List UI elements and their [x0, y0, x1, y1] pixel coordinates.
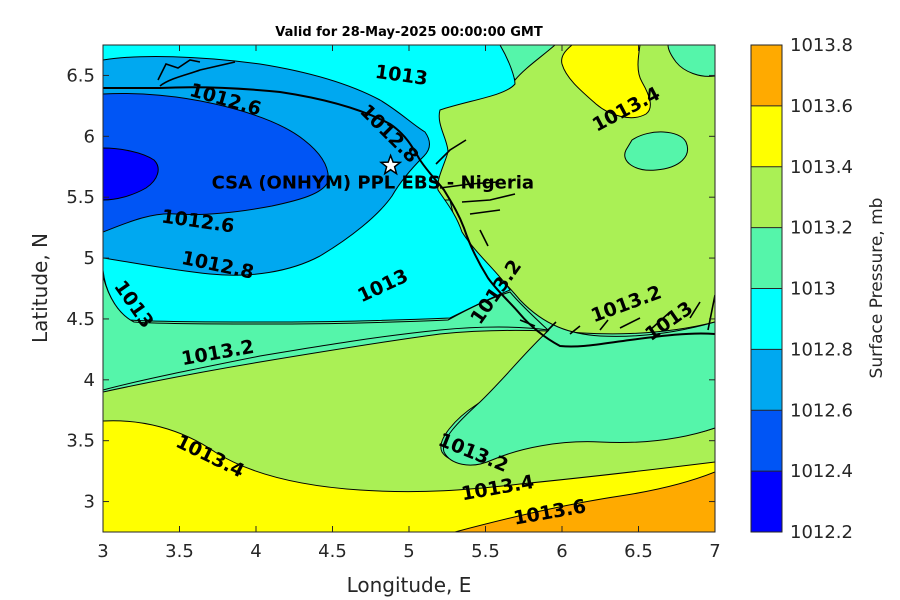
contour-map	[103, 45, 715, 532]
colorbar-swatch	[751, 288, 782, 350]
colorbar-swatch	[751, 166, 782, 228]
colorbar-tick-label: 1012.4	[790, 461, 853, 482]
band-1013.2-1013.4-south	[103, 420, 715, 532]
y-tick-label: 4.5	[66, 309, 95, 330]
band-1012.8-cyan-redraw	[103, 275, 550, 391]
colorbar-swatch	[751, 227, 782, 289]
y-tick-label: 6.5	[66, 65, 95, 86]
x-tick-label: 4.5	[318, 541, 347, 562]
figure-title: Valid for 28-May-2025 00:00:00 GMT	[275, 25, 543, 40]
colorbar-tick-label: 1013.6	[790, 96, 853, 117]
colorbar-title: Surface Pressure, mb	[867, 198, 887, 379]
band-1012.4	[103, 92, 329, 233]
y-tick-label: 6	[84, 126, 95, 147]
colorbar-tick-label: 1013.4	[790, 157, 853, 178]
x-axis-label: Longitude, E	[347, 573, 472, 597]
y-tick-label: 3	[84, 492, 95, 513]
colorbar-swatch	[751, 410, 782, 472]
colorbar-tick-label: 1012.8	[790, 339, 853, 360]
y-tick-label: 5.5	[66, 187, 95, 208]
colorbar-swatch	[751, 45, 782, 106]
x-axis: 3 3.5 4 4.5 5 5.5 6 6.5 7	[97, 45, 721, 562]
band-1012.8-1013.0-ne-corner	[667, 45, 715, 77]
band-1013.6-1013.8	[454, 471, 715, 532]
y-tick-label: 5	[84, 248, 95, 269]
colorbar-swatch	[751, 471, 782, 532]
colorbar-swatch	[751, 105, 782, 167]
colorbar-tick-label: 1013.2	[790, 218, 853, 239]
coastline-delta-north	[435, 139, 467, 165]
site-star-icon	[379, 153, 403, 176]
x-tick-label: 4	[250, 541, 261, 562]
band-1013.2-1013.4-north	[561, 45, 651, 119]
band-1012.2	[103, 147, 159, 201]
y-tick-label: 3.5	[66, 431, 95, 452]
x-tick-label: 5	[403, 541, 414, 562]
colorbar-tick-label: 1012.2	[790, 522, 853, 543]
coastline	[103, 86, 715, 348]
x-tick-label: 5.5	[471, 541, 500, 562]
colorbar: 1012.2 1012.4 1012.6 1012.8 1013 1013.2 1013.4…	[750, 35, 853, 543]
y-axis-label: Latitude, N	[28, 233, 52, 343]
y-tick-label: 4	[84, 370, 95, 391]
coastline-lagoon-west	[157, 59, 236, 87]
band-1012.8-1013.0-east-blob	[624, 131, 688, 171]
x-tick-label: 7	[709, 541, 720, 562]
x-tick-label: 6.5	[624, 541, 653, 562]
y-axis: 3 3.5 4 4.5 5 5.5 6 6.5	[66, 65, 715, 513]
colorbar-tick-label: 1013.8	[790, 35, 853, 56]
x-tick-label: 3	[97, 541, 108, 562]
x-tick-label: 6	[556, 541, 567, 562]
colorbar-swatch	[751, 349, 782, 411]
coastline-creeks-east	[439, 181, 715, 335]
x-tick-label: 3.5	[165, 541, 194, 562]
colorbar-tick-label: 1013	[790, 279, 836, 300]
site-label: CSA (ONHYM) PPL EBS - Nigeria	[212, 173, 534, 194]
colorbar-tick-label: 1012.6	[790, 400, 853, 421]
